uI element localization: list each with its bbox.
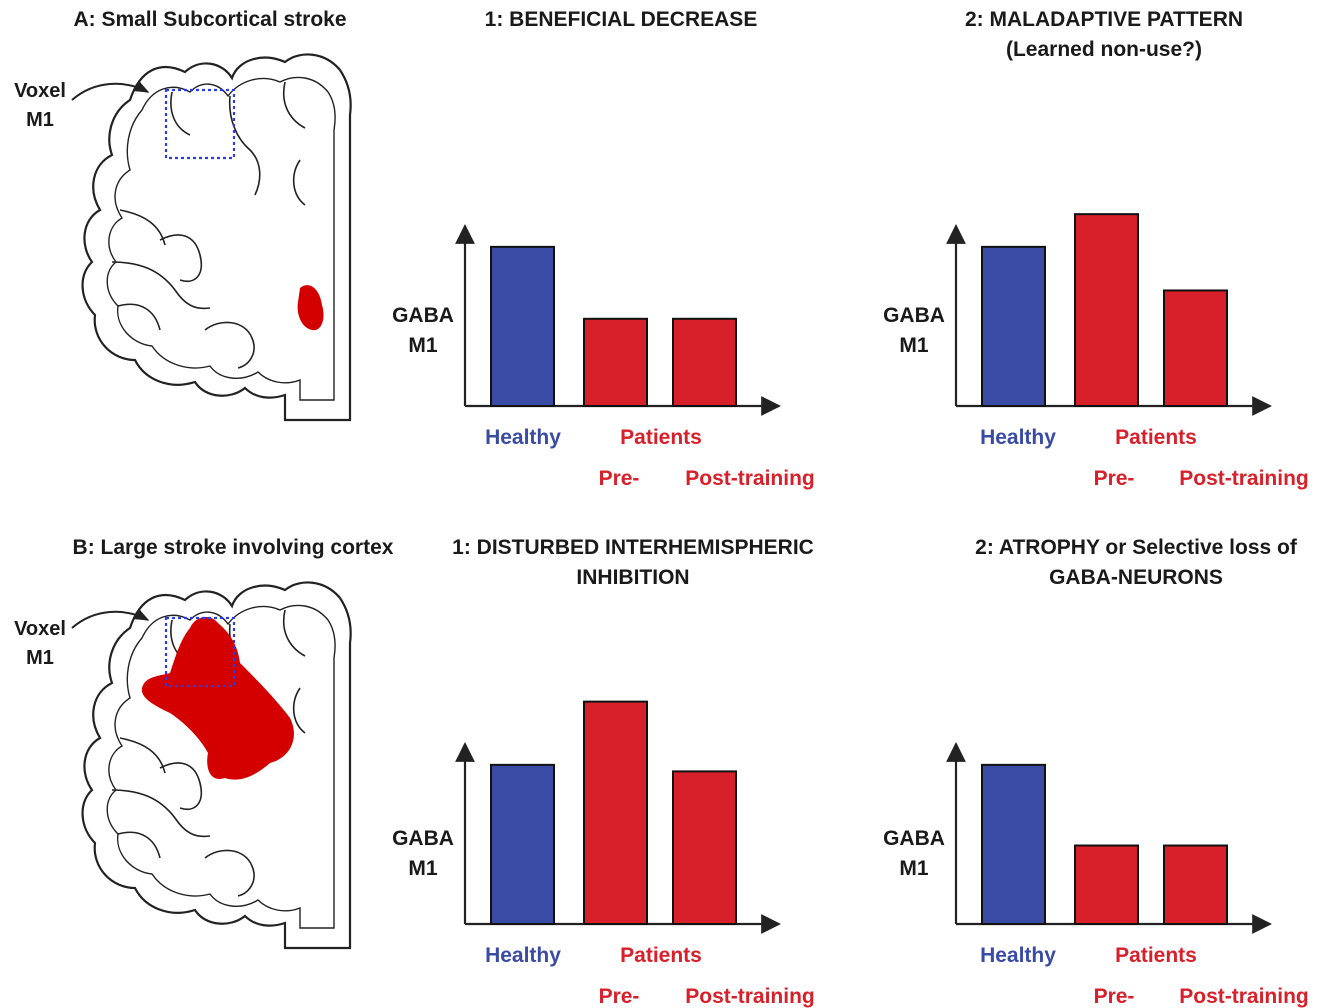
chart-title-line2: GABA-NEURONS — [1049, 566, 1223, 589]
voxel-arrow — [71, 609, 150, 629]
lesion-large — [141, 616, 294, 780]
label-healthy: Healthy — [980, 426, 1056, 449]
y-axis-label-line1: GABA — [392, 304, 454, 327]
label-patients: Patients — [620, 426, 702, 449]
voxel-label-line2: M1 — [26, 647, 54, 669]
y-axis-label-line1: GABA — [883, 827, 945, 850]
brain-title-a: A: Small Subcortical stroke — [73, 8, 346, 31]
chart-title-line1: 2: MALADAPTIVE PATTERN — [965, 8, 1243, 31]
bar-patients-pre — [583, 700, 648, 925]
chart-b2: 2: ATROPHY or Selective loss of GABA-NEU… — [883, 536, 1309, 1008]
bar-patients-post — [672, 317, 737, 407]
voxel-box — [164, 88, 236, 160]
label-patients: Patients — [620, 944, 702, 967]
bar-patients-post — [672, 770, 737, 925]
bar-patients-post — [1163, 289, 1228, 407]
label-post-training: Post-training — [1179, 985, 1309, 1008]
voxel-label-line1: Voxel — [14, 80, 66, 102]
label-healthy: Healthy — [980, 944, 1056, 967]
voxel-label-line2: M1 — [26, 109, 54, 131]
label-post-training: Post-training — [1179, 467, 1309, 490]
y-axis-label-line1: GABA — [392, 827, 454, 850]
bar-healthy — [490, 763, 555, 925]
brain-title-b: B: Large stroke involving cortex — [73, 536, 394, 559]
label-pre: Pre- — [1094, 467, 1135, 490]
lesion-small — [297, 285, 324, 331]
label-patients: Patients — [1115, 426, 1197, 449]
chart-title-line2: INHIBITION — [576, 566, 689, 589]
bar-healthy — [981, 763, 1046, 925]
bar-healthy — [981, 245, 1046, 407]
chart-b1: 1: DISTURBED INTERHEMISPHERIC INHIBITION… — [392, 536, 815, 1008]
label-healthy: Healthy — [485, 426, 561, 449]
brain-diagram-large-stroke: Voxel M1 B: Large stroke involving corte… — [14, 536, 394, 950]
label-post-training: Post-training — [685, 985, 815, 1008]
y-axis-label-line2: M1 — [408, 334, 437, 357]
label-pre: Pre- — [599, 467, 640, 490]
voxel-box — [164, 616, 236, 688]
label-healthy: Healthy — [485, 944, 561, 967]
bar-patients-post — [1163, 844, 1228, 925]
y-axis-label-line1: GABA — [883, 304, 945, 327]
voxel-arrow — [71, 81, 150, 101]
voxel-label-line1: Voxel — [14, 618, 66, 640]
label-post-training: Post-training — [685, 467, 815, 490]
y-axis-label-line2: M1 — [899, 857, 928, 880]
chart-title-line1: 1: BENEFICIAL DECREASE — [485, 8, 758, 31]
label-pre: Pre- — [1094, 985, 1135, 1008]
chart-a2: 2: MALADAPTIVE PATTERN (Learned non-use?… — [883, 8, 1309, 490]
chart-title-line1: 2: ATROPHY or Selective loss of — [975, 536, 1298, 559]
bar-patients-pre — [583, 317, 648, 407]
bar-healthy — [490, 245, 555, 407]
label-patients: Patients — [1115, 944, 1197, 967]
y-axis-label-line2: M1 — [899, 334, 928, 357]
y-axis-label-line2: M1 — [408, 857, 437, 880]
brain-diagram-small-stroke: Voxel M1 A: Small Subcortical stroke — [14, 8, 352, 422]
label-pre: Pre- — [599, 985, 640, 1008]
chart-a1: 1: BENEFICIAL DECREASE GABA M1 Healthy P… — [392, 8, 815, 490]
bar-patients-pre — [1074, 844, 1139, 925]
bar-patients-pre — [1074, 213, 1139, 407]
chart-title-line1: 1: DISTURBED INTERHEMISPHERIC — [452, 536, 814, 559]
chart-title-line2: (Learned non-use?) — [1006, 38, 1202, 61]
